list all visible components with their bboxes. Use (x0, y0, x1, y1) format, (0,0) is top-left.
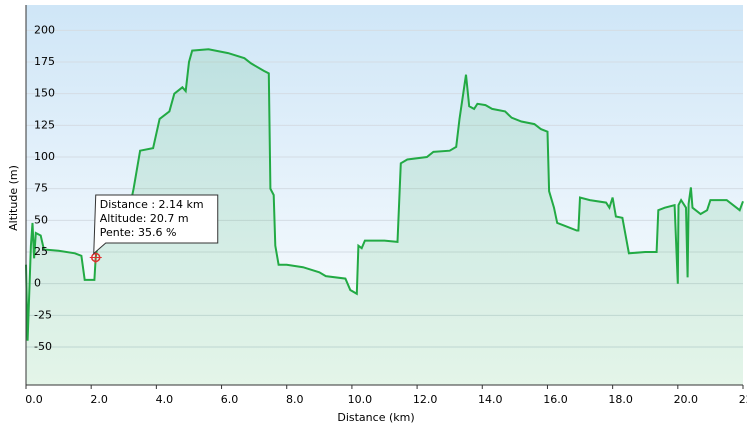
tooltip-text: Pente: 35.6 % (100, 226, 177, 239)
tooltip-text: Distance : 2.14 km (100, 198, 204, 211)
y-axis-title: Altitude (m) (7, 165, 20, 231)
y-tick-label: 125 (34, 118, 55, 131)
x-tick-label: 20.0 (674, 393, 699, 406)
tooltip-box (93, 194, 219, 255)
x-tick-label: 0.0 (25, 393, 43, 406)
tooltip-text: Altitude: 20.7 m (100, 212, 189, 225)
y-tick-label: 50 (34, 213, 48, 226)
line (25, 48, 744, 341)
y-tick-label: -25 (34, 308, 52, 321)
x-tick-label: 16.0 (543, 393, 568, 406)
y-tick-label: 200 (34, 23, 55, 36)
x-tick-label: 6.0 (221, 393, 239, 406)
y-tick-label: 25 (34, 245, 48, 258)
y-tick-label: -50 (34, 340, 52, 353)
x-tick-label: 18.0 (608, 393, 633, 406)
y-tick-label: 0 (34, 277, 41, 290)
tooltip-crosshair (89, 251, 102, 264)
x-tick-label: 22.0 (739, 393, 747, 406)
grid (26, 29, 743, 348)
y-tick-label: 150 (34, 87, 55, 100)
x-tick-label: 8.0 (286, 393, 304, 406)
x-axis-title: Distance (km) (337, 411, 414, 424)
x-tick-label: 2.0 (90, 393, 108, 406)
area (26, 49, 743, 386)
x-tick-label: 4.0 (156, 393, 174, 406)
x-tick-label: 14.0 (478, 393, 503, 406)
y-tick-label: 75 (34, 182, 48, 195)
y-tick-label: 100 (34, 150, 55, 163)
y-tick-label: 175 (34, 55, 55, 68)
x-tick-label: 10.0 (348, 393, 373, 406)
x-tick-label: 12.0 (413, 393, 438, 406)
plot (25, 48, 744, 386)
